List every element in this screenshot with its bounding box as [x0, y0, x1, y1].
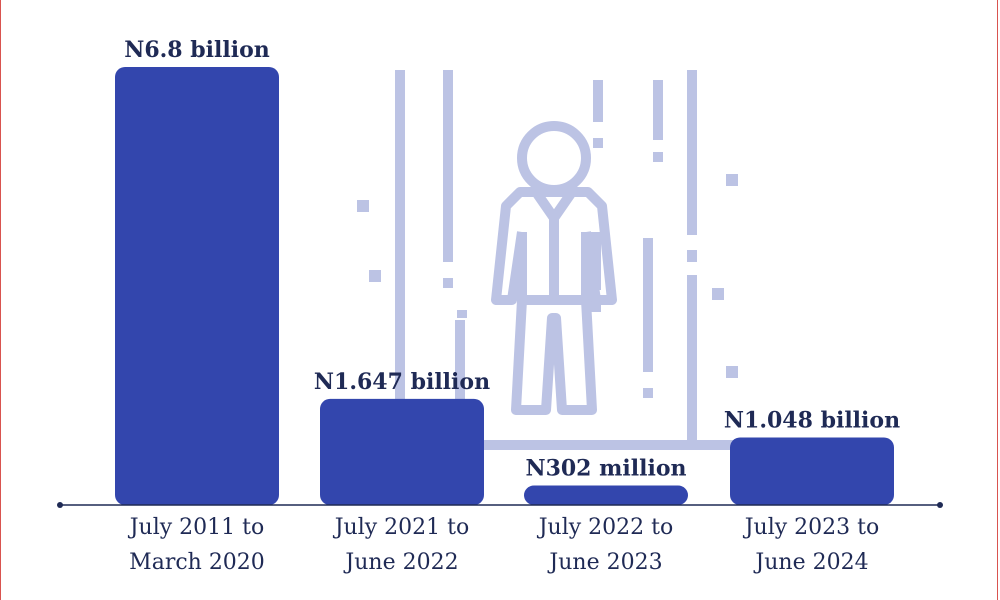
person-in-rain-icon	[357, 70, 738, 452]
bar-3	[524, 485, 688, 505]
bar-1	[115, 67, 279, 505]
person-figure	[491, 121, 617, 415]
x-tick-label-2-line-1: July 2021 to	[333, 515, 470, 540]
data-label-3: N302 million	[525, 456, 686, 482]
bar-2	[320, 398, 484, 505]
x-tick-label-1-line-1: July 2011 to	[128, 515, 265, 540]
bar-series	[115, 67, 894, 505]
data-labels: N6.8 billion N1.647 billion N302 million N1…	[124, 37, 900, 482]
x-tick-label-4-line-2: June 2024	[753, 550, 868, 575]
data-label-4: N1.048 billion	[724, 407, 900, 433]
x-tick-label-4-line-1: July 2023 to	[743, 515, 880, 540]
x-tick-label-1-line-2: March 2020	[129, 550, 265, 575]
x-tick-label-3-line-2: June 2023	[547, 550, 662, 575]
x-axis-left-end	[57, 502, 63, 508]
x-axis-right-end	[937, 502, 943, 508]
x-axis	[57, 502, 943, 508]
data-label-1: N6.8 billion	[124, 37, 270, 63]
x-tick-label-3-line-1: July 2022 to	[537, 515, 674, 540]
x-tick-label-2-line-2: June 2022	[343, 550, 458, 575]
bar-4	[730, 437, 894, 505]
data-label-2: N1.647 billion	[314, 369, 490, 395]
x-tick-labels: July 2011 to March 2020 July 2021 to June 2…	[128, 515, 880, 575]
